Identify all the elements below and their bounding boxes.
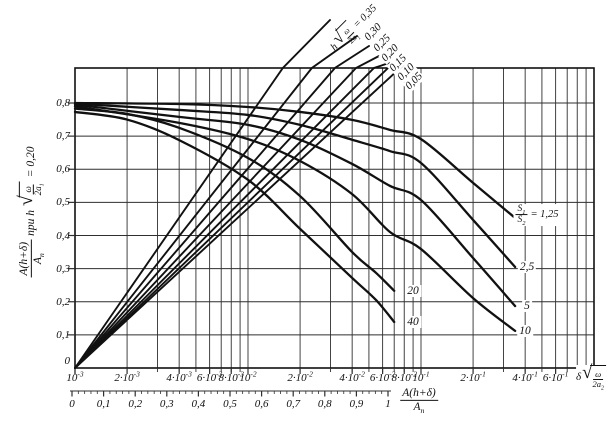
fan-line-h-0-25 bbox=[74, 45, 370, 369]
radicand-denominator: 2a1 bbox=[33, 183, 46, 196]
fan-line-h-0-15 bbox=[74, 62, 390, 369]
curve-end-label: 5 bbox=[522, 300, 532, 312]
sqrt-radical: √ ω 2a2 bbox=[582, 362, 606, 392]
sqrt-sign-icon: √ bbox=[582, 362, 593, 383]
y-axis-title-mid: при h bbox=[25, 210, 37, 236]
fraction-denominator: An bbox=[413, 400, 425, 415]
y-tick-label: 0,5 bbox=[56, 196, 70, 209]
x-log-tick-label: 6·10-3 bbox=[196, 369, 223, 384]
s-curve-10 bbox=[73, 105, 517, 333]
s-ratio-family-title: S1 S2 = 1,25 bbox=[513, 204, 561, 228]
fraction-denominator: An bbox=[31, 253, 46, 265]
y-tick-label: 0,4 bbox=[56, 229, 70, 242]
x-log-tick-label: 2·10-2 bbox=[287, 369, 313, 384]
y-tick-label: 0,2 bbox=[56, 295, 70, 308]
x-linear-tick-label: 0,6 bbox=[254, 398, 269, 410]
x-log-tick-label: 6·10-2 bbox=[369, 369, 396, 384]
y-axis-title-eq: = 0,20 bbox=[25, 146, 37, 178]
fraction-numerator: S1 bbox=[515, 204, 528, 216]
x-log-axis-title: δ √ ω 2a2 bbox=[576, 362, 606, 392]
y-tick-label: 0,8 bbox=[56, 97, 70, 109]
x-linear-tick-label: 1 bbox=[385, 398, 391, 410]
x-linear-title-fraction: A(h+δ) An bbox=[400, 386, 438, 415]
fraction-numerator: A(h+δ) bbox=[400, 386, 438, 401]
x-log-tick-label: 10-2 bbox=[239, 369, 257, 384]
x-log-tick-label: 6·10-1 bbox=[542, 369, 569, 384]
fan-line-h-0-3 bbox=[74, 35, 358, 369]
x-log-tick-label: 10-3 bbox=[66, 369, 84, 384]
x-log-tick-label: 4·10-2 bbox=[339, 369, 365, 384]
x-linear-tick-label: 0,8 bbox=[317, 398, 332, 410]
x-log-tick-label: 4·10-1 bbox=[512, 369, 538, 384]
x-linear-tick-label: 0,5 bbox=[223, 398, 237, 410]
y-tick-label: 0,3 bbox=[56, 262, 70, 275]
x-log-tick-label: 2·10-1 bbox=[460, 369, 486, 384]
x-log-tick-label: 10-1 bbox=[412, 369, 430, 384]
sqrt-radical: √ ω 2a1 bbox=[16, 181, 46, 206]
x-log-tick-label: 4·10-3 bbox=[166, 369, 192, 384]
x-linear-tick-label: 0,7 bbox=[286, 398, 301, 410]
x-linear-tick-label: 0,9 bbox=[349, 398, 364, 410]
x-linear-tick-label: 0,1 bbox=[96, 398, 111, 410]
s-curve-20 bbox=[73, 107, 396, 292]
fraction-numerator: A(h+δ) bbox=[17, 239, 32, 278]
y-tick-label: 0,1 bbox=[56, 328, 70, 341]
curve-end-label: 20 bbox=[405, 285, 421, 297]
x-linear-axis-title: A(h+δ) An bbox=[400, 386, 438, 415]
x-linear-tick-label: 0 bbox=[69, 398, 75, 410]
x-log-tick-label: 8·10-2 bbox=[391, 369, 417, 384]
s-curve-1-25 bbox=[73, 101, 517, 220]
x-linear-tick-label: 0,4 bbox=[191, 398, 206, 410]
x-log-tick-label: 8·10-3 bbox=[218, 369, 244, 384]
y-axis-title-fraction: A(h+δ) An bbox=[17, 239, 46, 278]
radicand-numerator: ω bbox=[593, 369, 604, 380]
y-tick-label: 0 bbox=[64, 355, 71, 367]
fan-line-h-0-2 bbox=[74, 55, 380, 369]
radicand-denominator: 2a2 bbox=[592, 379, 604, 392]
x-log-tick-label: 2·10-3 bbox=[114, 369, 140, 384]
y-tick-label: 0,6 bbox=[56, 163, 70, 176]
x-linear-tick-label: 0,2 bbox=[128, 398, 143, 410]
y-tick-label: 0,7 bbox=[56, 130, 70, 143]
x-linear-tick-label: 0,3 bbox=[159, 398, 174, 410]
curve-end-label: 40 bbox=[405, 316, 421, 328]
s-curve-40 bbox=[73, 110, 396, 324]
s-curve-5 bbox=[73, 103, 517, 308]
x-log-title-pre: δ bbox=[576, 371, 582, 383]
fan-line-h-0-35 bbox=[74, 19, 331, 369]
curve-end-label: 2,5 bbox=[517, 261, 537, 273]
y-axis-title: A(h+δ) An при h √ ω 2a1 = 0,20 bbox=[16, 146, 46, 278]
curve-end-label: 10 bbox=[517, 325, 533, 337]
s-ratio-eq: = 1,25 bbox=[530, 209, 559, 221]
fraction-denominator: S2 bbox=[517, 215, 526, 228]
s-ratio-fraction: S1 S2 bbox=[515, 204, 528, 228]
s-curve-2-5 bbox=[73, 102, 517, 269]
